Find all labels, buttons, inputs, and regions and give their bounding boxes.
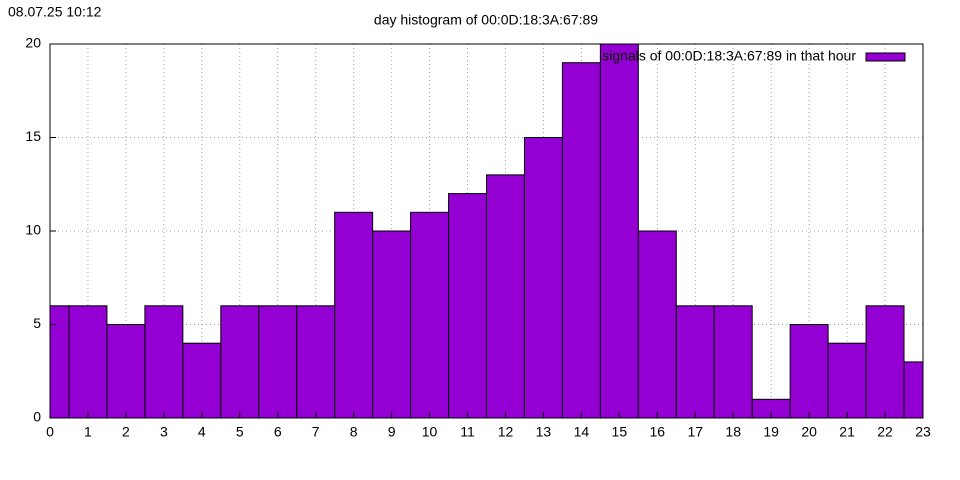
bar <box>372 230 412 418</box>
y-tick-label: 15 <box>25 128 41 144</box>
chart-title: day histogram of 00:0D:18:3A:67:89 <box>374 12 598 28</box>
y-tick-label: 10 <box>25 222 41 238</box>
x-tick-label: 10 <box>422 424 438 440</box>
x-tick-label: 21 <box>839 424 855 440</box>
x-tick-label: 2 <box>122 424 130 440</box>
x-tick-label: 3 <box>160 424 168 440</box>
bar <box>789 324 829 418</box>
y-tick-label: 5 <box>33 315 41 331</box>
bar <box>296 305 336 418</box>
x-tick-label: 19 <box>763 424 779 440</box>
x-tick-label: 14 <box>574 424 590 440</box>
x-tick-label: 15 <box>612 424 628 440</box>
bar <box>68 305 108 418</box>
bar <box>220 305 260 418</box>
bar <box>106 324 146 418</box>
bar <box>448 193 488 418</box>
bar <box>334 211 374 418</box>
x-tick-label: 22 <box>877 424 893 440</box>
x-tick-label: 6 <box>274 424 282 440</box>
x-tick-label: 18 <box>725 424 741 440</box>
x-tick-label: 4 <box>198 424 206 440</box>
x-tick-label: 8 <box>350 424 358 440</box>
x-tick-label: 0 <box>46 424 54 440</box>
bar <box>144 305 184 418</box>
bar <box>182 342 222 418</box>
x-tick-label: 9 <box>388 424 396 440</box>
bar <box>599 44 639 418</box>
bar <box>675 305 715 418</box>
x-tick-label: 17 <box>687 424 703 440</box>
y-tick-label: 20 <box>25 35 41 51</box>
bar <box>410 211 450 418</box>
bar <box>486 174 525 418</box>
x-tick-label: 20 <box>801 424 817 440</box>
x-tick-label: 7 <box>312 424 320 440</box>
x-tick-label: 11 <box>460 424 475 440</box>
x-tick-label: 16 <box>650 424 666 440</box>
bar <box>523 137 563 418</box>
x-tick-label: 23 <box>915 424 931 440</box>
plot-border <box>49 43 924 419</box>
bar <box>561 62 601 418</box>
x-tick-label: 13 <box>536 424 552 440</box>
legend-swatch <box>865 52 906 62</box>
bar <box>258 305 298 418</box>
x-tick-label: 12 <box>498 424 514 440</box>
y-tick-label: 0 <box>33 409 41 425</box>
bar <box>713 305 753 418</box>
bar <box>637 230 677 418</box>
x-tick-label: 1 <box>84 424 92 440</box>
legend-label: signals of 00:0D:18:3A:67:89 in that hou… <box>602 48 856 64</box>
x-tick-label: 5 <box>236 424 244 440</box>
bar <box>827 342 867 418</box>
bar <box>865 305 905 418</box>
timestamp: 08.07.25 10:12 <box>8 4 102 20</box>
